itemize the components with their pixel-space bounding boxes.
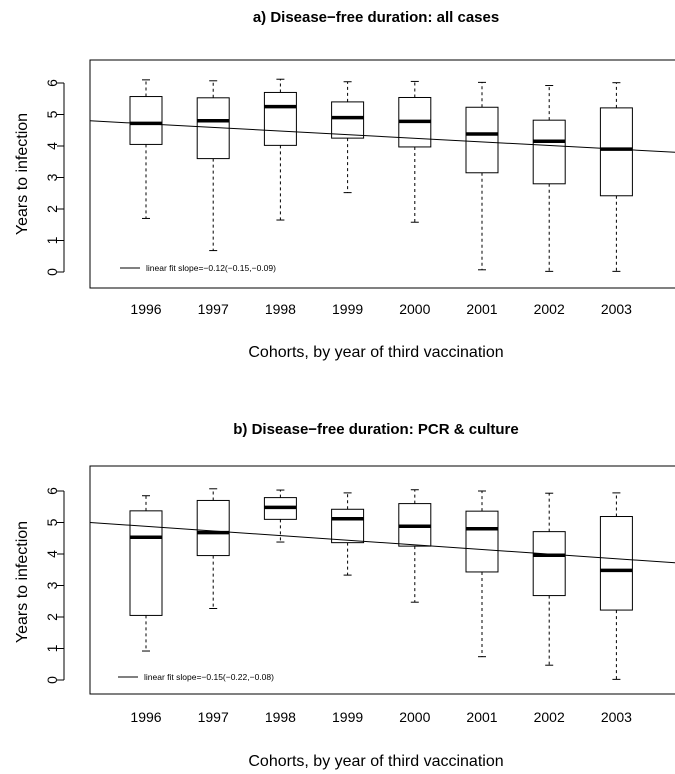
panel-a: a) Disease−free duration: all cases Year… xyxy=(14,9,675,361)
panel-a-x-tick-label: 2002 xyxy=(534,301,565,317)
panel-a-y-tick-label: 0 xyxy=(44,268,60,276)
panel-b-fit-line xyxy=(89,522,675,564)
panel-a-box-1999 xyxy=(331,81,365,194)
panel-a-x-tick-label: 2001 xyxy=(466,301,497,317)
panel-a-box-1996 xyxy=(129,79,163,219)
panel-a-x-tick-label: 2000 xyxy=(399,301,430,317)
panel-a-x-tick-labels: 1996 1997 1998 1999 2000 2001 2002 2003 xyxy=(130,301,632,317)
iqr-box xyxy=(196,499,230,557)
iqr-box xyxy=(532,531,566,597)
panel-a-box-2000 xyxy=(398,80,432,223)
panel-b-x-tick-label: 2001 xyxy=(466,709,497,725)
panel-b-x-tick-label: 1997 xyxy=(198,709,229,725)
panel-a-x-tick-label: 1996 xyxy=(130,301,161,317)
panel-b-box-1998 xyxy=(263,489,297,543)
panel-b: b) Disease−free duration: PCR & culture … xyxy=(14,421,675,770)
panel-b-x-tick-label: 2000 xyxy=(399,709,430,725)
panel-b-legend-label: linear fit slope=−0.15(−0.22,−0.08) xyxy=(144,672,274,682)
panel-b-x-tick-label: 1996 xyxy=(130,709,161,725)
panel-b-box-1996 xyxy=(129,495,163,652)
panel-b-plot-frame xyxy=(89,465,675,695)
panel-a-x-tick-label: 1997 xyxy=(198,301,229,317)
panel-a-x-tick-label: 1999 xyxy=(332,301,363,317)
panel-a-box-1998 xyxy=(263,78,297,221)
panel-b-x-tick-label: 2003 xyxy=(601,709,632,725)
panel-b-y-tick-label: 3 xyxy=(44,581,60,589)
panel-a-y-tick-label: 2 xyxy=(44,205,60,213)
iqr-box xyxy=(465,510,499,573)
panel-a-title: a) Disease−free duration: all cases xyxy=(253,9,499,26)
iqr-box xyxy=(263,91,297,146)
panel-b-legend: linear fit slope=−0.15(−0.22,−0.08) xyxy=(118,672,274,682)
panel-a-y-tick-label: 3 xyxy=(44,173,60,181)
panel-a-plot-frame xyxy=(89,59,675,289)
panel-a-box-2002 xyxy=(532,85,566,272)
panel-b-x-tick-label: 2002 xyxy=(534,709,565,725)
panel-a-box-2003 xyxy=(599,82,633,272)
panel-b-y-axis-label: Years to infection xyxy=(14,521,31,643)
iqr-box xyxy=(331,101,365,139)
panel-b-x-axis-label: Cohorts, by year of third vaccination xyxy=(248,753,503,770)
panel-b-y-tick-label: 2 xyxy=(44,613,60,621)
panel-b-x-tick-label: 1999 xyxy=(332,709,363,725)
panel-b-box-2002 xyxy=(532,492,566,666)
panel-b-x-tick-labels: 1996 1997 1998 1999 2000 2001 2002 2003 xyxy=(130,709,632,725)
panel-b-y-tick-label: 5 xyxy=(44,518,60,526)
panel-a-x-tick-label: 1998 xyxy=(265,301,296,317)
panel-b-x-tick-label: 1998 xyxy=(265,709,296,725)
iqr-box xyxy=(599,107,633,197)
panel-a-y-tick-label: 5 xyxy=(44,110,60,118)
panel-b-box-2000 xyxy=(398,489,432,603)
iqr-box xyxy=(331,508,365,544)
panel-b-box-2003 xyxy=(599,492,633,680)
panel-b-boxes xyxy=(129,488,633,680)
panel-b-y-tick-label: 1 xyxy=(44,644,60,652)
panel-b-y-tick-label: 4 xyxy=(44,550,60,558)
panel-b-box-1999 xyxy=(331,492,365,576)
panel-a-x-tick-label: 2003 xyxy=(601,301,632,317)
panel-b-y-tick-label: 6 xyxy=(44,487,60,495)
panel-b-y-axis: 0 1 2 3 4 5 6 xyxy=(44,487,65,684)
panel-b-box-1997 xyxy=(196,488,230,609)
panel-a-x-axis-label: Cohorts, by year of third vaccination xyxy=(248,344,503,361)
iqr-box xyxy=(599,516,633,611)
panel-a-fit-line xyxy=(89,120,675,153)
panel-a-legend: linear fit slope=−0.12(−0.15,−0.09) xyxy=(120,263,276,273)
panel-b-title: b) Disease−free duration: PCR & culture xyxy=(233,421,518,438)
panel-a-boxes xyxy=(129,78,633,272)
panel-a-y-axis-label: Years to infection xyxy=(14,113,31,235)
iqr-box xyxy=(465,106,499,174)
panel-a-box-2001 xyxy=(465,81,499,271)
iqr-box xyxy=(532,119,566,185)
panel-a-y-axis: 0 1 2 3 4 5 6 xyxy=(44,79,65,276)
iqr-box xyxy=(129,96,163,145)
panel-a-y-tick-label: 6 xyxy=(44,79,60,87)
panel-a-y-tick-label: 1 xyxy=(44,236,60,244)
panel-b-y-tick-label: 0 xyxy=(44,676,60,684)
iqr-box xyxy=(129,510,163,616)
panel-a-box-1997 xyxy=(196,80,230,252)
panel-a-y-tick-label: 4 xyxy=(44,142,60,150)
panel-a-legend-label: linear fit slope=−0.12(−0.15,−0.09) xyxy=(146,263,276,273)
panel-b-box-2001 xyxy=(465,490,499,658)
